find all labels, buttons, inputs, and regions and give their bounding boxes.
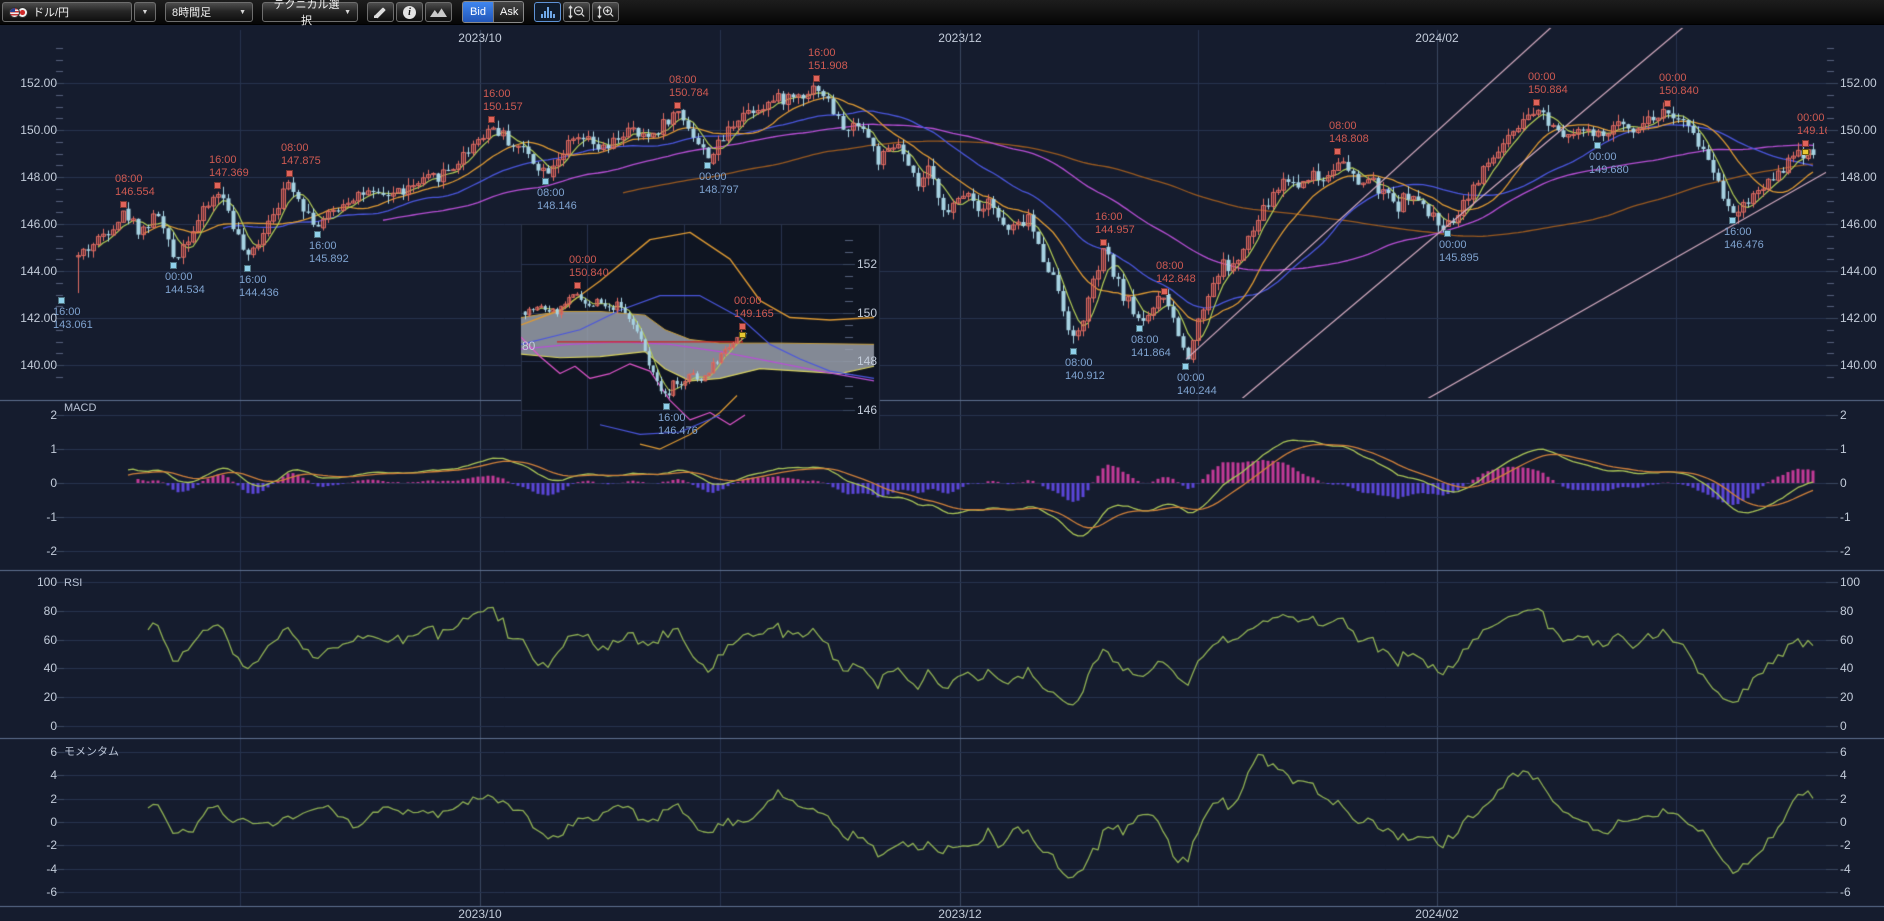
symbol-dropdown-button[interactable]: ▼ bbox=[134, 2, 156, 22]
magnifier-plus-icon bbox=[596, 5, 614, 19]
magnifier-minus-icon bbox=[567, 5, 585, 19]
mountain-chart-icon bbox=[430, 8, 447, 17]
zoom-in-button[interactable] bbox=[592, 2, 619, 22]
technical-select-dropdown[interactable]: テクニカル選択 ▼ bbox=[262, 0, 358, 27]
chart-style-button[interactable] bbox=[425, 2, 452, 22]
symbol-selector[interactable]: ドル/円 bbox=[2, 2, 132, 22]
pencil-icon bbox=[374, 6, 387, 19]
bid-toggle-button[interactable]: Bid bbox=[463, 2, 493, 22]
chevron-down-icon: ▼ bbox=[141, 8, 149, 16]
symbol-label: ドル/円 bbox=[33, 7, 70, 19]
info-button[interactable] bbox=[396, 2, 423, 22]
technical-select-label: テクニカル選択 bbox=[273, 0, 340, 27]
tick-bars-button[interactable] bbox=[534, 2, 561, 22]
chevron-down-icon: ▼ bbox=[344, 8, 351, 16]
ask-toggle-button[interactable]: Ask bbox=[493, 2, 523, 22]
timeframe-dropdown[interactable]: 8時間足 ▼ bbox=[165, 2, 253, 22]
timeframe-label: 8時間足 bbox=[172, 7, 212, 19]
volume-bars-icon bbox=[540, 6, 555, 18]
zoom-out-button[interactable] bbox=[563, 2, 590, 22]
chevron-down-icon: ▼ bbox=[239, 8, 246, 16]
us-flag-icon bbox=[9, 6, 20, 18]
draw-tool-button[interactable] bbox=[367, 2, 394, 22]
toolbar: ドル/円 ▼ 8時間足 ▼ テクニカル選択 ▼ Bid Ask bbox=[0, 0, 1884, 27]
info-icon bbox=[403, 5, 416, 19]
bid-ask-toggle: Bid Ask bbox=[462, 1, 524, 23]
